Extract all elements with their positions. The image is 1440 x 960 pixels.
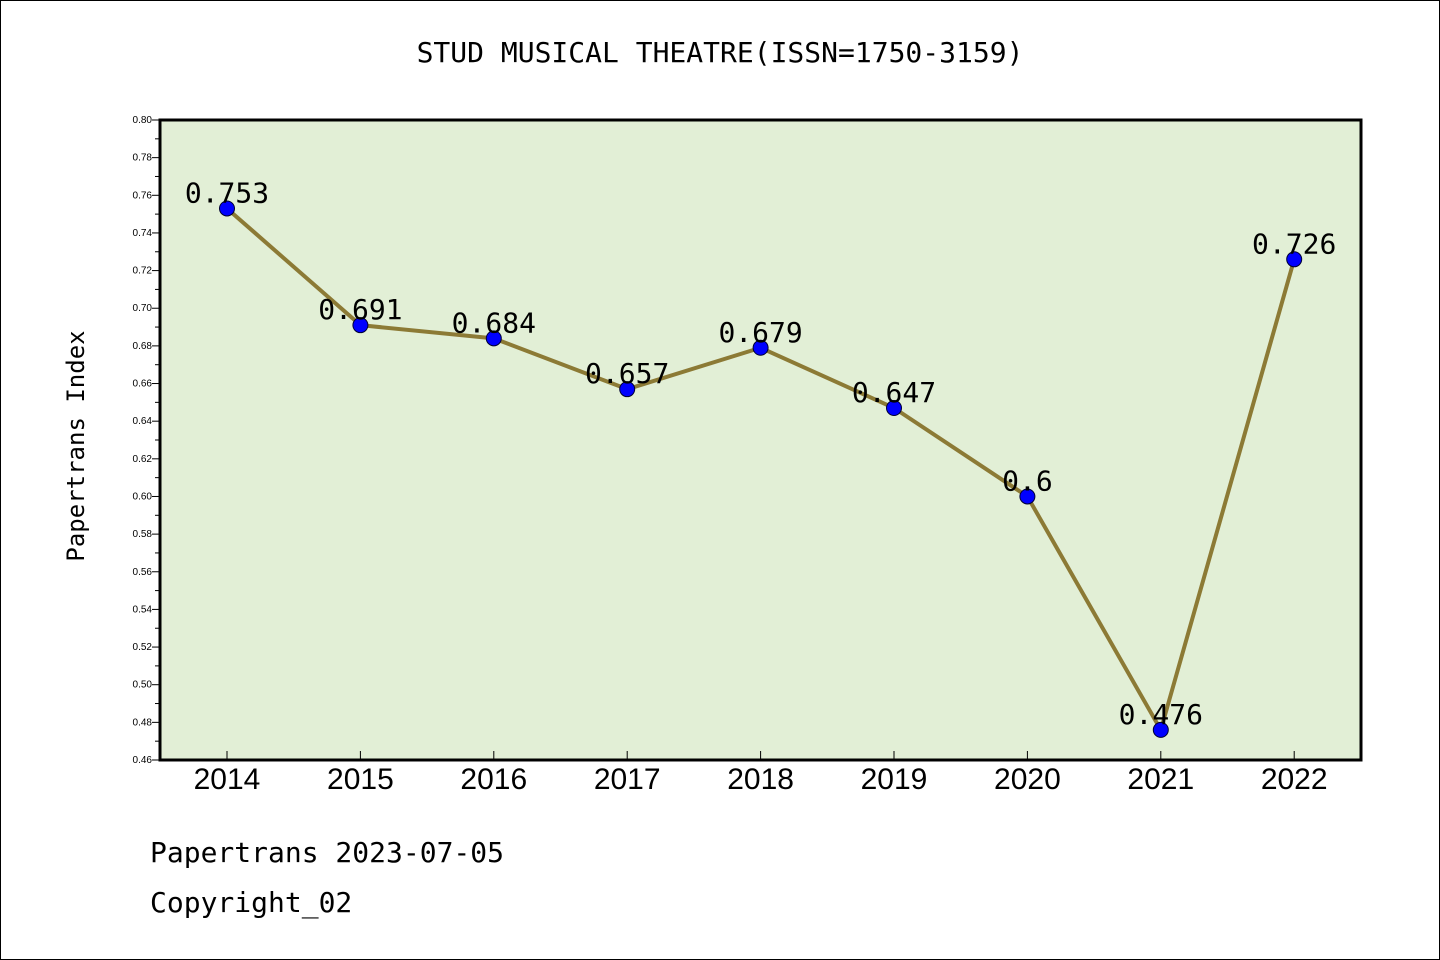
data-point-marker <box>886 400 902 416</box>
y-tick-label: 0.52 <box>133 642 153 653</box>
data-label: 0.476 <box>1119 698 1203 731</box>
data-label: 0.647 <box>852 376 936 409</box>
y-tick-label: 0.72 <box>133 266 153 277</box>
y-tick-label: 0.62 <box>133 454 153 465</box>
data-point-marker <box>352 317 369 334</box>
series-group: 0.753 0.691 0.684 0.657 0.679 0.647 0.6 0.476 0.… <box>185 176 1336 738</box>
footer-source-date: Papertrans 2023-07-05 <box>150 836 505 869</box>
y-tick-label: 0.60 <box>133 491 153 502</box>
y-tick-label: 0.50 <box>133 680 153 691</box>
x-tick-label: 2015 <box>327 763 394 796</box>
y-tick-label: 0.56 <box>133 567 153 578</box>
y-tick-label: 0.58 <box>133 529 153 540</box>
x-tick-label: 2016 <box>460 763 527 796</box>
y-tick-label: 0.76 <box>133 190 153 201</box>
y-tick-label: 0.54 <box>133 604 153 615</box>
x-tick-label: 2020 <box>994 763 1061 796</box>
plot-area <box>160 120 1361 760</box>
data-point-marker <box>752 339 769 356</box>
x-tick-label: 2019 <box>861 763 928 796</box>
data-point-marker <box>485 330 502 347</box>
chart-title: STUD MUSICAL THEATRE(ISSN=1750-3159) <box>416 36 1024 69</box>
x-tick-label: 2014 <box>194 763 261 796</box>
x-tick-label: 2018 <box>727 763 794 796</box>
data-label: 0.753 <box>185 176 269 209</box>
x-tick-label: 2017 <box>594 763 661 796</box>
x-tick-label: 2021 <box>1127 763 1194 796</box>
x-tick-label: 2022 <box>1261 763 1328 796</box>
data-label: 0.684 <box>452 306 536 339</box>
y-tick-label: 0.78 <box>133 153 153 164</box>
y-tick-label: 0.48 <box>133 717 153 728</box>
y-tick-label: 0.74 <box>133 228 153 239</box>
data-label: 0.726 <box>1252 227 1336 260</box>
y-tick-label: 0.68 <box>133 341 153 352</box>
data-point-marker <box>1286 251 1303 268</box>
y-tick-label: 0.66 <box>133 379 153 390</box>
y-tick-label: 0.80 <box>133 115 153 126</box>
data-label: 0.691 <box>318 293 402 326</box>
data-point-marker <box>219 200 235 217</box>
y-axis: 0.46 0.48 0.50 0.52 0.54 0.56 0.58 0.60 0.62 0.64… <box>133 115 160 766</box>
y-tick-label: 0.64 <box>133 416 153 427</box>
y-tick-label: 0.70 <box>133 303 153 314</box>
data-label: 0.657 <box>585 357 669 390</box>
data-point-marker <box>1152 721 1169 738</box>
data-label: 0.6 <box>1002 464 1053 497</box>
y-axis-label: Papertrans Index <box>62 330 90 561</box>
data-point-marker <box>619 381 636 398</box>
data-point-marker <box>1019 488 1036 505</box>
x-axis: 2014 2015 2016 2017 2018 2019 2020 2021 2022 <box>194 751 1328 796</box>
data-label: 0.679 <box>718 316 802 349</box>
footer-copyright: Copyright_02 <box>150 886 353 919</box>
y-tick-label: 0.46 <box>133 755 153 766</box>
plot-border <box>158 118 1363 762</box>
